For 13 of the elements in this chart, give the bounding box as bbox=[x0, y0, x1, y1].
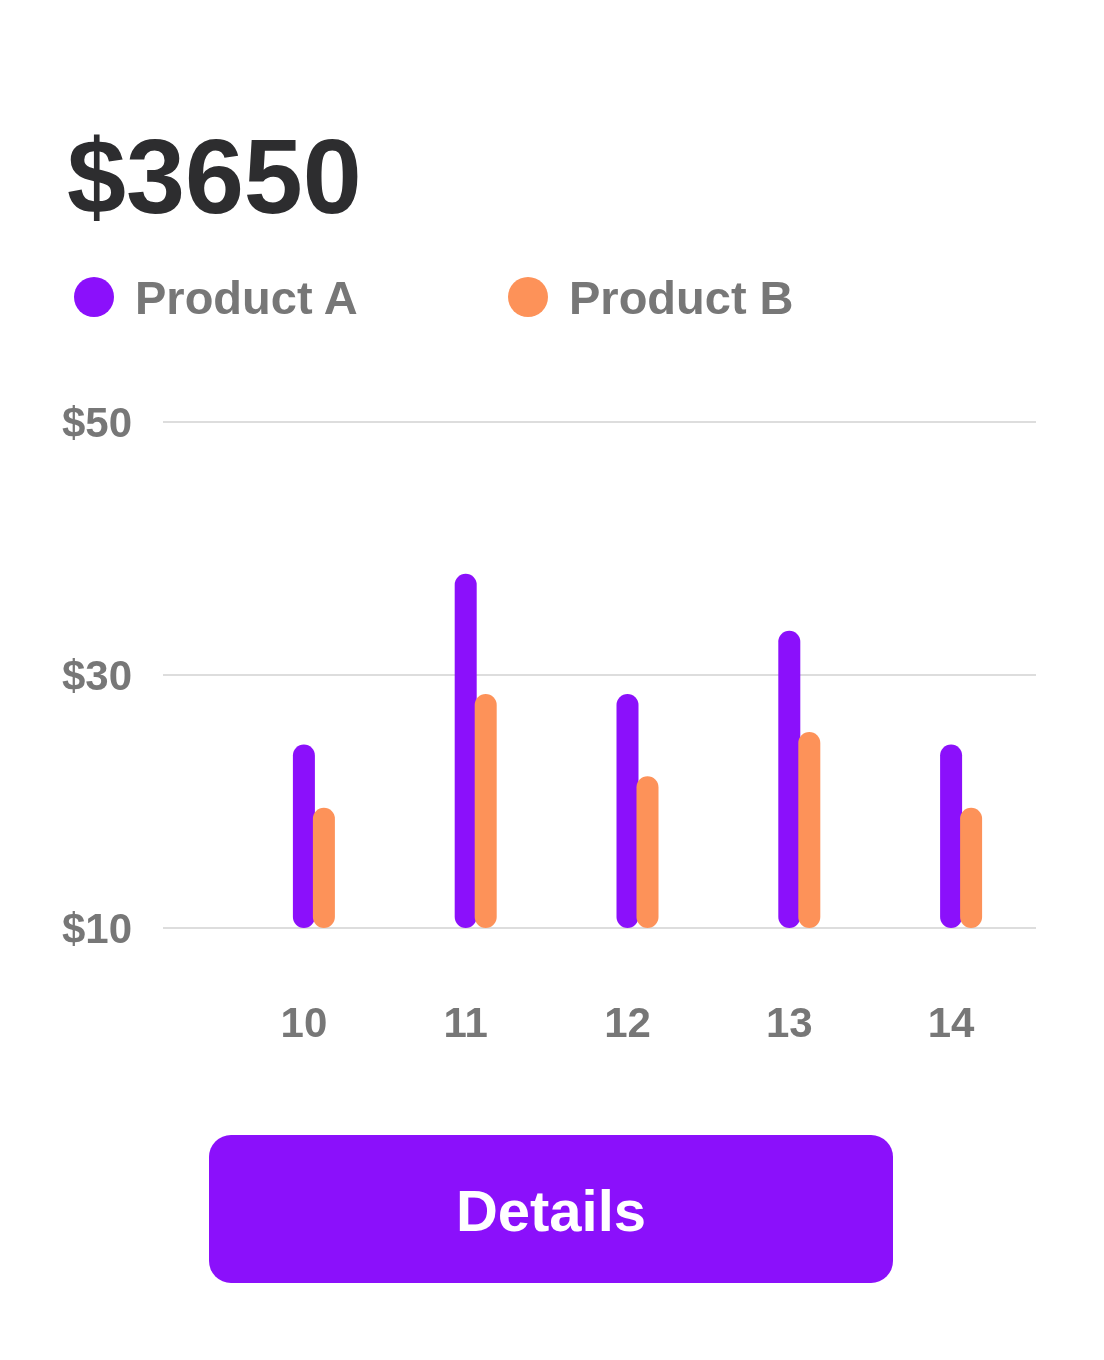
x-tick-label: 12 bbox=[604, 999, 651, 1046]
chart-title: $3650 bbox=[67, 117, 362, 235]
x-tick-label: 11 bbox=[443, 999, 488, 1046]
text: Details bbox=[455, 1178, 647, 1243]
legend-label: Product A bbox=[135, 271, 358, 324]
x-tick-label: 13 bbox=[765, 999, 813, 1046]
x-tick-label: 10 bbox=[280, 999, 328, 1046]
legend-label: Product B bbox=[569, 271, 794, 324]
x-tick-label: 14 bbox=[927, 999, 976, 1046]
y-tick-label: $10 bbox=[62, 905, 133, 953]
button[interactable] bbox=[209, 1135, 893, 1283]
y-tick-label: $50 bbox=[62, 399, 133, 447]
y-tick-label: $30 bbox=[62, 652, 133, 700]
